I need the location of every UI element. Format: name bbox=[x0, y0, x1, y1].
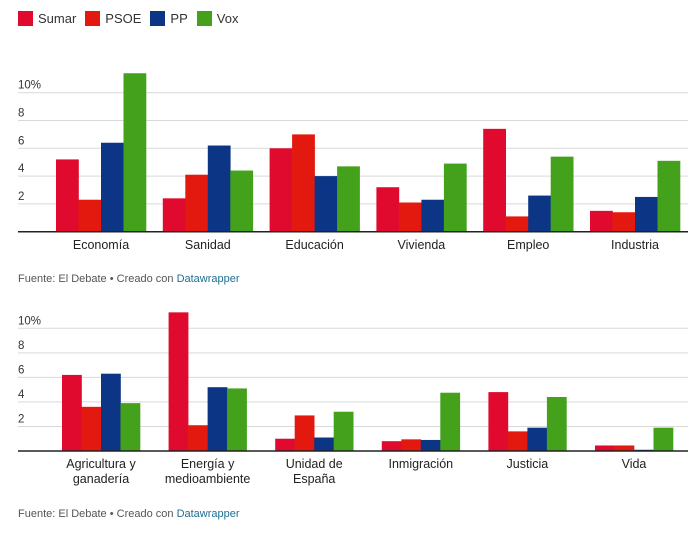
bar-sumar-agricultura-y-ganaderia bbox=[62, 374, 82, 451]
bar-sumar-unidad-de-espana bbox=[275, 438, 295, 451]
bar-psoe-empleo bbox=[505, 216, 529, 232]
bar-vox-inmigracion bbox=[440, 392, 461, 451]
bar-pp-inmigracion bbox=[420, 439, 441, 451]
bar-psoe-unidad-de-espana bbox=[294, 415, 315, 451]
bar-chart-top: 2 4 6 8 10% Economía Sanidad Educación Vivienda E… bbox=[18, 73, 688, 252]
bar-pp-vivienda bbox=[421, 199, 445, 232]
x-tick-label: Vivienda bbox=[398, 238, 446, 252]
x-tick-label: Economía bbox=[73, 238, 129, 252]
y-tick-label: 2 bbox=[18, 413, 24, 425]
source-text: Fuente: El Debate • Creado con bbox=[18, 273, 177, 285]
y-tick-label: 8 bbox=[18, 340, 24, 352]
bar-sumar-justicia bbox=[488, 392, 509, 451]
legend-label-pp: PP bbox=[170, 11, 188, 26]
x-tick-label: Unidad de España bbox=[286, 457, 343, 486]
bar-psoe-justicia bbox=[507, 431, 528, 451]
x-tick-label: Justicia bbox=[507, 457, 549, 471]
bar-vox-unidad-de-espana bbox=[333, 411, 354, 451]
source-note-bottom: Fuente: El Debate • Creado con Datawrapp… bbox=[18, 508, 240, 520]
x-tick-label: Sanidad bbox=[185, 238, 231, 252]
bar-psoe-inmigracion bbox=[401, 439, 422, 451]
legend-item-vox: Vox bbox=[196, 11, 239, 26]
bar-pp-economia bbox=[101, 142, 124, 232]
datawrapper-link[interactable]: Datawrapper bbox=[176, 273, 240, 285]
legend-swatch-pp bbox=[150, 11, 166, 26]
legend-label-vox: Vox bbox=[216, 11, 239, 26]
bar-vox-educacion bbox=[337, 166, 360, 232]
bar-sumar-inmigracion bbox=[381, 441, 402, 451]
bar-sumar-vida bbox=[595, 445, 615, 451]
chart-legend: Sumar PSOE PP Vox bbox=[18, 11, 247, 26]
x-tick-label: Educación bbox=[285, 238, 343, 252]
bar-vox-energia-y-medioambiente bbox=[227, 388, 247, 451]
bar-sumar-sanidad bbox=[162, 198, 186, 232]
bar-sumar-economia bbox=[56, 159, 79, 232]
bar-psoe-industria bbox=[612, 212, 636, 232]
y-tick-label: 10% bbox=[18, 315, 41, 327]
bar-sumar-empleo bbox=[483, 128, 506, 232]
bar-vox-industria bbox=[657, 160, 681, 232]
y-tick-label: 6 bbox=[18, 364, 24, 376]
bar-vox-sanidad bbox=[230, 170, 254, 232]
bar-psoe-vivienda bbox=[398, 202, 422, 232]
bar-pp-sanidad bbox=[207, 145, 231, 232]
x-tick-label: Energía y medioambiente bbox=[165, 457, 251, 486]
bar-pp-justicia bbox=[527, 427, 548, 451]
bar-pp-energia-y-medioambiente bbox=[207, 387, 228, 451]
y-tick-label: 2 bbox=[18, 191, 24, 203]
bar-pp-unidad-de-espana bbox=[314, 437, 334, 451]
bar-pp-industria bbox=[635, 196, 658, 232]
bar-chart-bottom: 2 4 6 8 10% Agricultura y ganadería Energía y me… bbox=[18, 312, 688, 486]
bar-vox-economia bbox=[123, 73, 147, 232]
source-note-top: Fuente: El Debate • Creado con Datawrapp… bbox=[18, 273, 240, 285]
bar-vox-agricultura-y-ganaderia bbox=[120, 403, 141, 451]
y-tick-label: 4 bbox=[18, 389, 25, 401]
legend-swatch-psoe bbox=[85, 11, 101, 26]
bar-psoe-vida bbox=[614, 445, 635, 451]
legend-item-pp: PP bbox=[150, 11, 188, 26]
bar-pp-educacion bbox=[314, 176, 338, 232]
y-tick-label: 10% bbox=[18, 80, 41, 92]
bar-psoe-agricultura-y-ganaderia bbox=[81, 406, 102, 451]
bar-vox-vida bbox=[653, 427, 674, 451]
bar-psoe-sanidad bbox=[185, 174, 209, 232]
bar-sumar-industria bbox=[590, 210, 613, 232]
y-tick-label: 8 bbox=[18, 108, 24, 120]
x-tick-label: Empleo bbox=[507, 238, 549, 252]
bar-pp-empleo bbox=[528, 195, 551, 232]
bar-sumar-educacion bbox=[269, 148, 293, 232]
y-tick-label: 6 bbox=[18, 135, 24, 147]
legend-label-sumar: Sumar bbox=[38, 11, 77, 26]
legend-swatch-vox bbox=[196, 11, 212, 26]
legend-item-sumar: Sumar bbox=[18, 11, 76, 26]
legend-item-psoe: PSOE bbox=[85, 11, 141, 26]
bar-vox-vivienda bbox=[443, 163, 467, 232]
x-tick-label: Industria bbox=[611, 238, 659, 252]
bar-psoe-educacion bbox=[292, 134, 315, 232]
bar-vox-empleo bbox=[550, 156, 574, 232]
y-tick-label: 4 bbox=[18, 163, 25, 175]
bar-sumar-energia-y-medioambiente bbox=[168, 312, 189, 451]
x-tick-label: Agricultura y ganadería bbox=[66, 457, 136, 486]
datawrapper-link[interactable]: Datawrapper bbox=[176, 508, 240, 520]
legend-swatch-sumar bbox=[18, 11, 33, 26]
source-text: Fuente: El Debate • Creado con bbox=[18, 508, 177, 520]
bar-pp-agricultura-y-ganaderia bbox=[101, 373, 121, 451]
bar-psoe-energia-y-medioambiente bbox=[188, 425, 208, 451]
bar-vox-justicia bbox=[546, 397, 567, 451]
x-tick-label: Vida bbox=[622, 457, 647, 471]
bar-psoe-economia bbox=[78, 199, 102, 232]
legend-label-psoe: PSOE bbox=[105, 11, 142, 26]
bar-sumar-vivienda bbox=[376, 187, 400, 232]
x-tick-label: Inmigración bbox=[388, 457, 453, 471]
